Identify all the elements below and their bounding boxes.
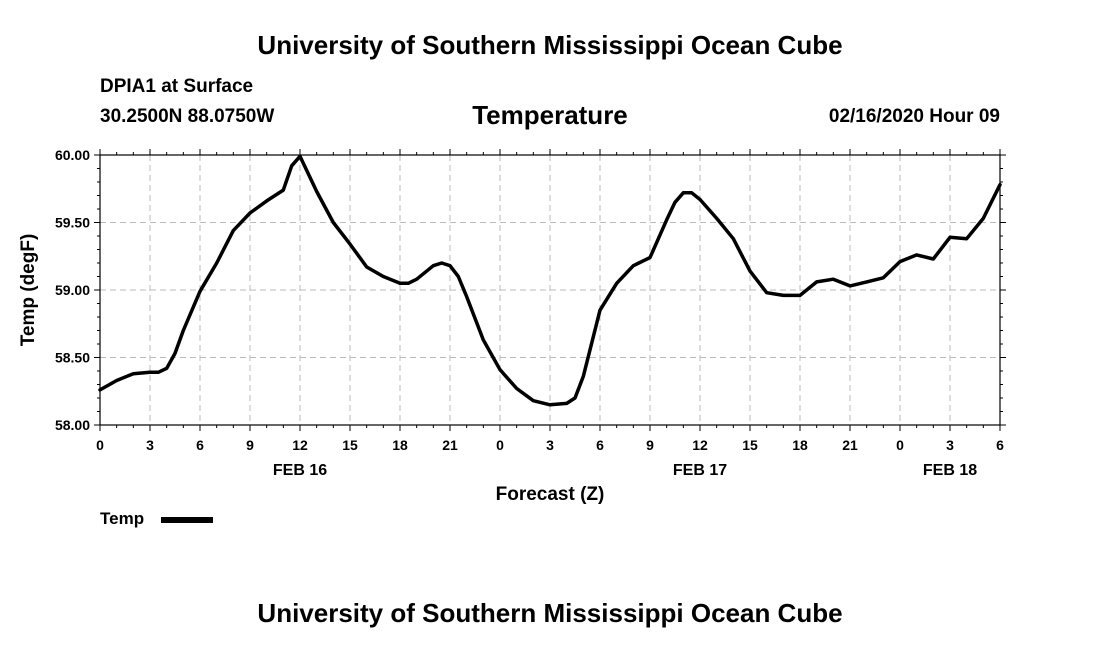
series-line-temp xyxy=(98,154,1002,407)
x-axis-label: Forecast (Z) xyxy=(496,484,605,505)
x-tick-label: 3 xyxy=(546,437,554,453)
x-tick-label: 12 xyxy=(292,437,308,453)
date-label: FEB 17 xyxy=(673,462,727,479)
y-tick-label: 58.50 xyxy=(55,350,90,366)
x-tick-label: 18 xyxy=(392,437,408,453)
page-title: University of Southern Mississippi Ocean… xyxy=(257,30,843,60)
legend-label: Temp xyxy=(100,509,145,528)
coordinates-label: 30.2500N 88.0750W xyxy=(100,106,275,127)
x-tick-label: 18 xyxy=(792,437,808,453)
legend-line-swatch xyxy=(161,517,213,523)
x-tick-label: 0 xyxy=(96,437,104,453)
chart-title: Temperature xyxy=(472,100,628,130)
x-tick-label: 9 xyxy=(646,437,654,453)
y-tick-label: 58.00 xyxy=(55,417,90,433)
x-tick-label: 15 xyxy=(742,437,758,453)
x-tick-label: 3 xyxy=(146,437,154,453)
station-label: DPIA1 at Surface xyxy=(100,76,254,97)
x-tick-label: 12 xyxy=(692,437,708,453)
footer-title: University of Southern Mississippi Ocean… xyxy=(257,598,843,628)
x-tick-label: 15 xyxy=(342,437,358,453)
y-axis-label: Temp (degF) xyxy=(18,234,39,347)
x-tick-label: 21 xyxy=(842,437,858,453)
y-tick-label: 60.00 xyxy=(55,147,90,163)
date-label: FEB 16 xyxy=(273,462,327,479)
x-tick-label: 3 xyxy=(946,437,954,453)
x-tick-label: 21 xyxy=(442,437,458,453)
x-tick-label: 6 xyxy=(996,437,1004,453)
x-tick-label: 6 xyxy=(196,437,204,453)
x-tick-label: 0 xyxy=(496,437,504,453)
date-label: FEB 18 xyxy=(923,462,977,479)
y-tick-label: 59.00 xyxy=(55,282,90,298)
issued-time-label: 02/16/2020 Hour 09 xyxy=(828,106,1000,127)
x-tick-label: 6 xyxy=(596,437,604,453)
x-tick-label: 9 xyxy=(246,437,254,453)
x-tick-label: 0 xyxy=(896,437,904,453)
y-tick-label: 59.50 xyxy=(55,215,90,231)
